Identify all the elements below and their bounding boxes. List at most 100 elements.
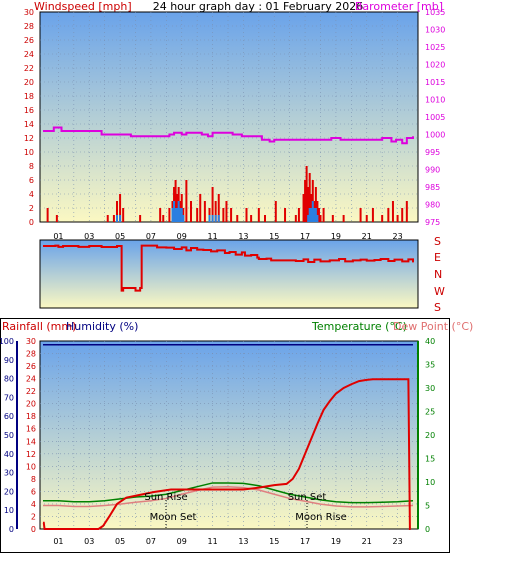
temperature-tick-label: 0 xyxy=(425,525,430,534)
windspeed-tick-label: 22 xyxy=(24,64,34,73)
humidity-tick-label: 70 xyxy=(4,393,14,402)
time-tick-label: 15 xyxy=(269,232,279,241)
rainfall-line xyxy=(42,378,411,530)
compass-label: S xyxy=(434,235,441,248)
barometer-axis-label: Barometer [mb] xyxy=(355,0,443,13)
windspeed-tick-label: 20 xyxy=(24,78,34,87)
humidity-axis-label: Humidity (%) xyxy=(66,320,138,333)
time-tick-label: 01 xyxy=(53,232,63,241)
time-tick-label: 19 xyxy=(331,232,341,241)
barometer-tick-label: 975 xyxy=(425,218,440,227)
compass-label: W xyxy=(434,285,445,298)
windspeed-tick-label: 8 xyxy=(29,162,34,171)
rainfall-tick-label: 8 xyxy=(31,475,36,484)
time-tick-label: 03 xyxy=(84,232,94,241)
windspeed-tick-label: 0 xyxy=(29,218,34,227)
time-tick-label: 23 xyxy=(392,537,402,546)
windspeed-tick-label: 16 xyxy=(24,106,34,115)
rainfall-tick-label: 28 xyxy=(26,350,36,359)
humidity-tick-label: 80 xyxy=(4,375,14,384)
dewpoint-axis-label: Dew Point (°C) xyxy=(393,320,473,333)
humidity-tick-label: 90 xyxy=(4,356,14,365)
windspeed-axis-label: Windspeed [mph] xyxy=(34,0,132,13)
rainfall-axis-label: Rainfall (mm) xyxy=(2,320,76,333)
time-tick-label: 21 xyxy=(362,537,372,546)
time-tick-label: 09 xyxy=(177,537,187,546)
gust-series xyxy=(116,201,319,222)
windspeed-tick-label: 14 xyxy=(24,120,34,129)
moon-set-annotation: Moon Set xyxy=(150,512,197,523)
temp-grid xyxy=(40,341,418,529)
time-tick-label: 05 xyxy=(115,232,125,241)
time-tick-label: 11 xyxy=(207,537,217,546)
wind-direction-line xyxy=(43,244,414,292)
rainfall-tick-label: 20 xyxy=(26,400,36,409)
temperature-tick-label: 5 xyxy=(425,502,430,511)
barometer-tick-label: 1015 xyxy=(425,78,445,87)
time-tick-label: 05 xyxy=(115,537,125,546)
compass-label: N xyxy=(434,268,442,281)
sun-set-annotation: Sun Set xyxy=(288,492,327,503)
temperature-tick-label: 35 xyxy=(425,361,435,370)
barometer-ticks: 975 980 985 990 995 1000 1005 1010 1015 1020 1025 1… xyxy=(425,8,445,227)
humidity-tick-label: 50 xyxy=(4,431,14,440)
barometer-tick-label: 1035 xyxy=(425,8,445,17)
rainfall-tick-label: 30 xyxy=(26,337,36,346)
rainfall-tick-label: 10 xyxy=(26,462,36,471)
time-tick-label: 07 xyxy=(146,537,156,546)
barometer-tick-label: 990 xyxy=(425,166,440,175)
time-tick-label: 17 xyxy=(300,537,310,546)
humidity-tick-label: 30 xyxy=(4,469,14,478)
time-tick-label: 09 xyxy=(177,232,187,241)
rainfall-tick-label: 4 xyxy=(31,500,36,509)
dewpoint-line xyxy=(43,485,414,508)
rainfall-tick-label: 14 xyxy=(26,437,36,446)
windspeed-tick-label: 6 xyxy=(29,176,34,185)
humidity-tick-label: 20 xyxy=(4,487,14,496)
rainfall-tick-label: 16 xyxy=(26,425,36,434)
wind-time-ticks: 01 03 05 07 09 11 13 15 17 19 21 23 xyxy=(53,232,402,241)
windspeed-tick-label: 28 xyxy=(24,22,34,31)
barometer-tick-label: 1010 xyxy=(425,96,445,105)
time-tick-label: 15 xyxy=(269,537,279,546)
temp-plot-area xyxy=(39,340,419,530)
rainfall-tick-label: 26 xyxy=(26,362,36,371)
windspeed-tick-label: 12 xyxy=(24,134,34,143)
time-tick-label: 03 xyxy=(84,537,94,546)
rainfall-tick-label: 0 xyxy=(31,525,36,534)
temperature-tick-label: 10 xyxy=(425,478,435,487)
windspeed-tick-label: 26 xyxy=(24,36,34,45)
wind-plot-area xyxy=(39,11,419,223)
windspeed-tick-label: 30 xyxy=(24,8,34,17)
time-tick-label: 23 xyxy=(392,232,402,241)
temperature-tick-label: 20 xyxy=(425,431,435,440)
time-tick-label: 21 xyxy=(362,232,372,241)
humidity-tick-label: 0 xyxy=(9,525,14,534)
windspeed-tick-label: 4 xyxy=(29,190,34,199)
compass-label: S xyxy=(434,301,441,314)
windspeed-tick-label: 24 xyxy=(24,50,34,59)
humidity-tick-label: 60 xyxy=(4,412,14,421)
rainfall-tick-label: 24 xyxy=(26,375,36,384)
time-tick-label: 13 xyxy=(238,537,248,546)
temperature-tick-label: 15 xyxy=(425,455,435,464)
wind-grid xyxy=(40,12,418,222)
barometer-tick-label: 985 xyxy=(425,183,440,192)
barometer-tick-label: 1020 xyxy=(425,61,445,70)
time-tick-label: 11 xyxy=(207,232,217,241)
rainfall-tick-label: 22 xyxy=(26,387,36,396)
sun-rise-annotation: Sun Rise xyxy=(144,492,187,503)
temperature-ticks: 0 5 10 15 20 25 30 35 40 xyxy=(425,337,435,534)
rainfall-tick-label: 2 xyxy=(31,512,36,521)
time-tick-label: 13 xyxy=(238,232,248,241)
time-tick-label: 07 xyxy=(146,232,156,241)
barometer-tick-label: 1005 xyxy=(425,113,445,122)
moon-rise-annotation: Moon Rise xyxy=(295,512,346,523)
temperature-tick-label: 25 xyxy=(425,408,435,417)
temperature-line xyxy=(43,482,414,504)
humidity-tick-label: 100 xyxy=(0,337,14,346)
